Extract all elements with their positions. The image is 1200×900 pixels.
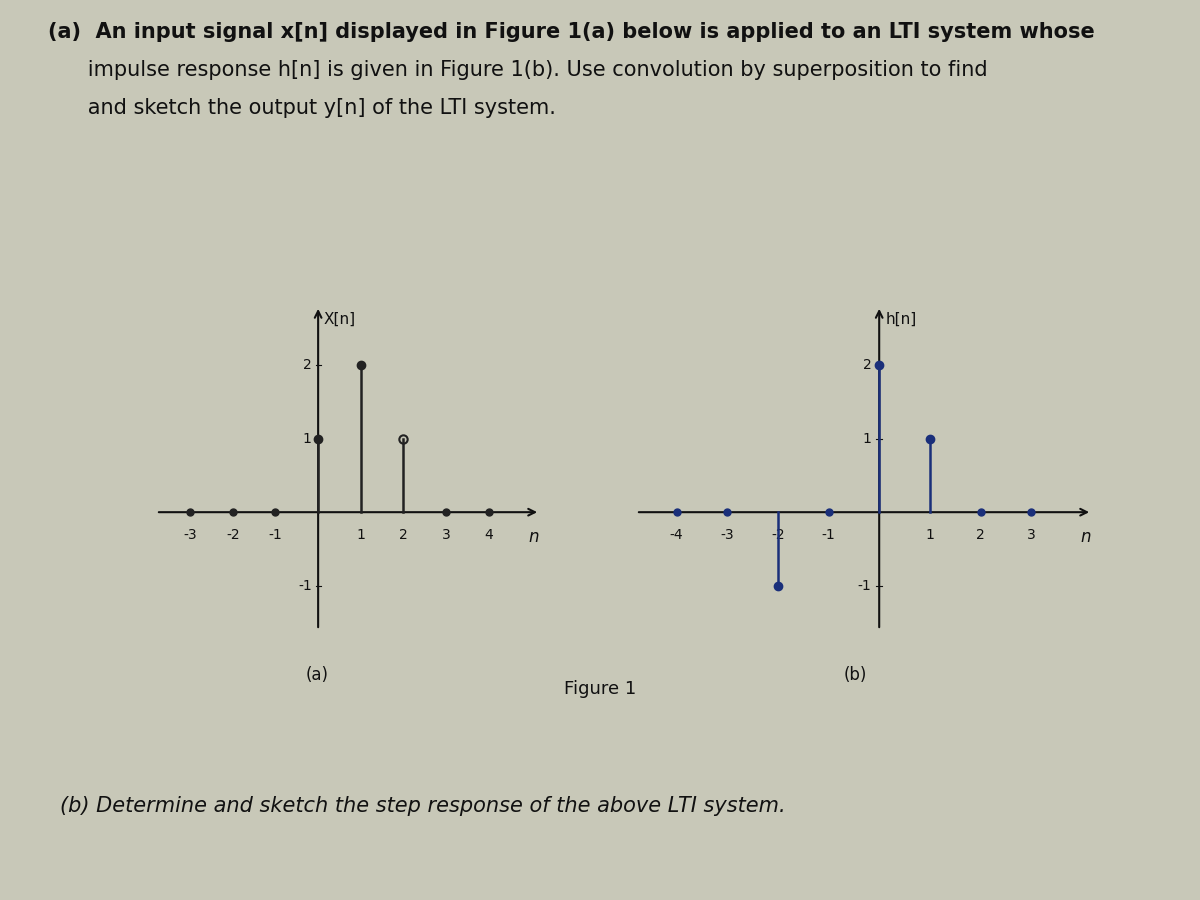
Text: 3: 3: [442, 528, 450, 543]
Text: -2: -2: [226, 528, 240, 543]
Text: 1: 1: [925, 528, 935, 543]
Text: impulse response h[n] is given in Figure 1(b). Use convolution by superposition : impulse response h[n] is given in Figure…: [48, 60, 988, 80]
Text: 4: 4: [485, 528, 493, 543]
Text: -4: -4: [670, 528, 683, 543]
Text: (b): (b): [844, 666, 866, 684]
Text: X[n]: X[n]: [323, 312, 355, 328]
Text: -1: -1: [822, 528, 835, 543]
Text: 2: 2: [976, 528, 985, 543]
Text: and sketch the output y[n] of the LTI system.: and sketch the output y[n] of the LTI sy…: [48, 98, 556, 118]
Text: 1: 1: [302, 431, 312, 446]
Text: Figure 1: Figure 1: [564, 680, 636, 698]
Text: -1: -1: [298, 579, 312, 593]
Text: -3: -3: [720, 528, 734, 543]
Text: 3: 3: [1027, 528, 1036, 543]
Text: -3: -3: [184, 528, 197, 543]
Text: h[n]: h[n]: [886, 312, 917, 328]
Text: 2: 2: [302, 358, 312, 372]
Text: 1: 1: [356, 528, 365, 543]
Text: -1: -1: [858, 579, 871, 593]
Text: 2: 2: [400, 528, 408, 543]
Text: n: n: [528, 528, 539, 546]
Text: -1: -1: [269, 528, 282, 543]
Text: -2: -2: [772, 528, 785, 543]
Text: (a): (a): [306, 666, 329, 684]
Text: 1: 1: [863, 431, 871, 446]
Text: n: n: [1080, 528, 1091, 546]
Text: (b) Determine and sketch the step response of the above LTI system.: (b) Determine and sketch the step respon…: [60, 796, 786, 816]
Text: (a)  An input signal x[n] displayed in Figure 1(a) below is applied to an LTI sy: (a) An input signal x[n] displayed in Fi…: [48, 22, 1094, 42]
Text: 2: 2: [863, 358, 871, 372]
